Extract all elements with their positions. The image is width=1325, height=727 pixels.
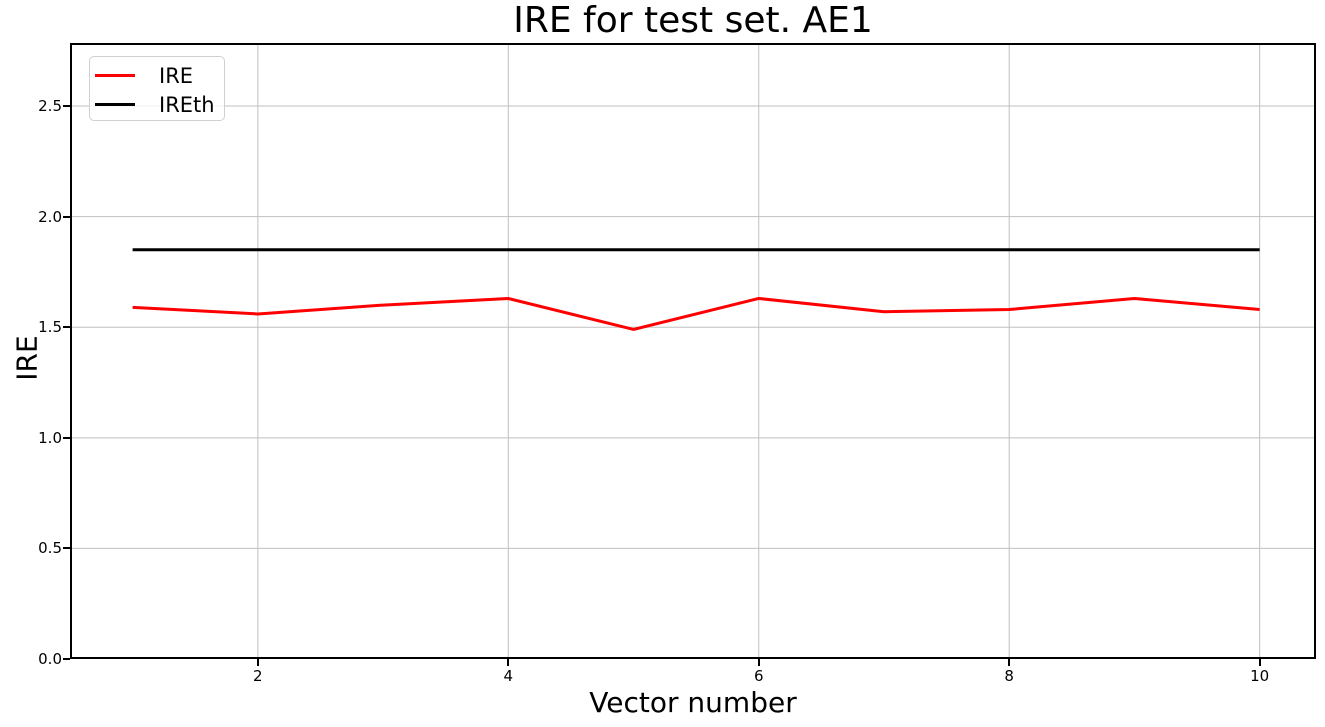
x-axis-label: Vector number bbox=[589, 686, 797, 719]
legend-line-sample-ireth bbox=[95, 103, 135, 106]
y-tick-label: 1.5 bbox=[38, 318, 62, 337]
x-tick-mark bbox=[757, 659, 760, 666]
x-tick-mark bbox=[256, 659, 259, 666]
y-tick-mark bbox=[63, 436, 70, 439]
x-tick-label: 4 bbox=[503, 667, 514, 685]
x-tick-mark bbox=[1008, 659, 1011, 666]
series-line-ire bbox=[132, 296, 1260, 331]
legend-entry-ireth: IREth bbox=[95, 90, 224, 119]
y-tick-label: 0.5 bbox=[38, 539, 62, 558]
legend-line-sample-ire bbox=[95, 74, 135, 77]
chart-title: IRE for test set. AE1 bbox=[513, 0, 873, 41]
y-tick-label: 2.0 bbox=[38, 207, 62, 226]
x-tick-label: 8 bbox=[1004, 667, 1014, 685]
legend-entry-ire: IRE bbox=[95, 61, 224, 90]
x-tick-label: 2 bbox=[253, 667, 263, 685]
x-tick-mark bbox=[507, 659, 510, 666]
y-axis-label: IRE bbox=[10, 335, 44, 381]
y-tick-mark bbox=[63, 547, 70, 550]
legend-label-ire: IRE bbox=[159, 63, 194, 88]
x-tick-mark bbox=[1258, 659, 1261, 666]
y-tick-mark bbox=[63, 658, 70, 660]
y-tick-label: 2.5 bbox=[38, 97, 62, 116]
plot-canvas bbox=[70, 43, 1316, 659]
x-tick-label: 6 bbox=[753, 667, 764, 685]
y-tick-mark bbox=[63, 326, 70, 329]
y-tick-mark bbox=[63, 105, 70, 108]
legend-label-ireth: IREth bbox=[159, 92, 215, 117]
y-tick-mark bbox=[63, 215, 70, 218]
legend: IRE IREth bbox=[89, 56, 225, 121]
x-tick-label: 10 bbox=[1250, 667, 1270, 685]
y-tick-label: 0.0 bbox=[38, 650, 62, 668]
y-tick-label: 1.0 bbox=[38, 428, 62, 447]
plot-border bbox=[70, 43, 1316, 659]
plot-area: IRE IREth bbox=[70, 43, 1316, 659]
